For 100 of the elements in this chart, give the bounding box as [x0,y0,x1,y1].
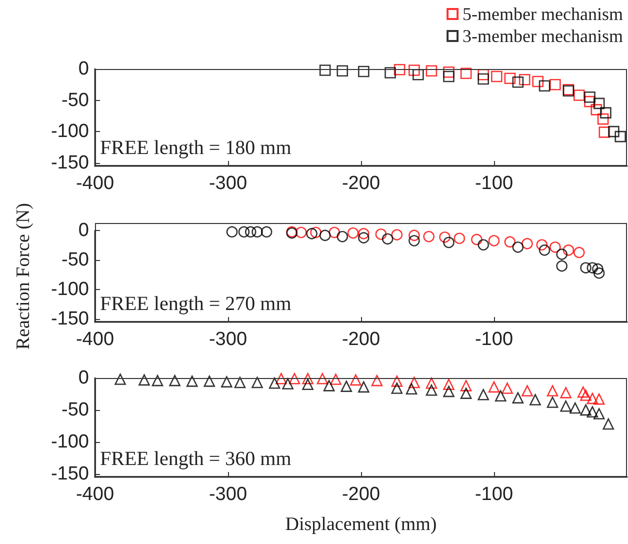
point [412,68,424,80]
y-tick-label: -100 [50,279,89,300]
point [560,400,572,412]
point [423,230,434,242]
point [310,226,322,238]
point [460,388,472,399]
point [138,374,150,386]
y-tick-label: -150 [50,152,89,174]
point [439,232,450,243]
point [204,376,216,387]
x-tick-label: -200 [342,329,380,350]
point [375,228,387,240]
point [426,65,438,77]
point [443,378,454,390]
point [586,406,598,418]
point [238,226,250,238]
point [478,73,490,85]
legend-label: 5-member mechanism [462,4,624,24]
x-tick-label: -400 [76,173,114,194]
point [460,68,472,80]
point [593,98,605,110]
point [586,392,598,404]
point [350,374,362,386]
point [358,66,370,78]
point [512,76,524,88]
point [330,374,342,385]
point [382,233,394,245]
point [234,376,246,388]
point [546,385,558,396]
point [169,374,180,386]
point [550,242,561,253]
point [460,380,472,392]
point [512,392,524,404]
point [408,230,420,242]
x-tick-label: -300 [208,329,248,350]
point [319,64,331,76]
point [584,92,596,103]
point [573,90,585,101]
point [512,242,524,253]
point [488,235,500,246]
point [580,262,592,274]
point [593,267,605,279]
point [573,246,585,258]
point [226,226,238,238]
point [580,390,592,401]
point [394,64,406,76]
point [530,394,541,406]
point [316,372,328,384]
point [586,262,598,274]
x-tick-label: -200 [342,484,380,505]
point [538,244,550,256]
point [556,248,568,260]
point [593,393,605,405]
point [276,372,287,384]
point [268,377,280,389]
point [562,244,574,256]
point [577,386,589,398]
point [546,396,558,408]
point [328,226,340,238]
point [391,229,403,240]
y-tick-label: -50 [62,90,89,111]
point [491,70,502,82]
point [608,126,620,138]
point [556,260,568,272]
point [302,372,314,384]
point [504,72,516,84]
point [323,380,335,392]
point [592,263,604,275]
y-tick-label: -150 [50,463,89,484]
point [600,107,612,118]
point [221,376,232,388]
y-tick-label: -100 [50,121,89,142]
point [593,408,605,420]
point [408,376,420,388]
point [560,387,572,398]
point [244,226,256,238]
x-tick-label: -400 [76,329,114,350]
y-axis-title: Reaction Force (N) [13,202,34,350]
point [426,384,438,396]
point [478,388,490,400]
point [347,227,359,239]
point [391,376,403,387]
point [598,126,610,138]
point [282,378,294,390]
point [358,232,370,244]
point [504,236,516,248]
y-tick-label: -150 [50,308,89,330]
annotation: FREE length = 270 mm [100,293,292,315]
point [522,238,533,250]
point [488,381,500,393]
point [536,239,548,250]
point [569,402,581,414]
point [371,374,383,386]
point [597,113,609,125]
point [614,130,626,142]
point [478,239,490,250]
y-tick-label: 0 [78,368,89,388]
legend-label: 3-member mechanism [462,26,624,46]
x-tick-label: -100 [474,484,514,505]
point [443,386,454,398]
